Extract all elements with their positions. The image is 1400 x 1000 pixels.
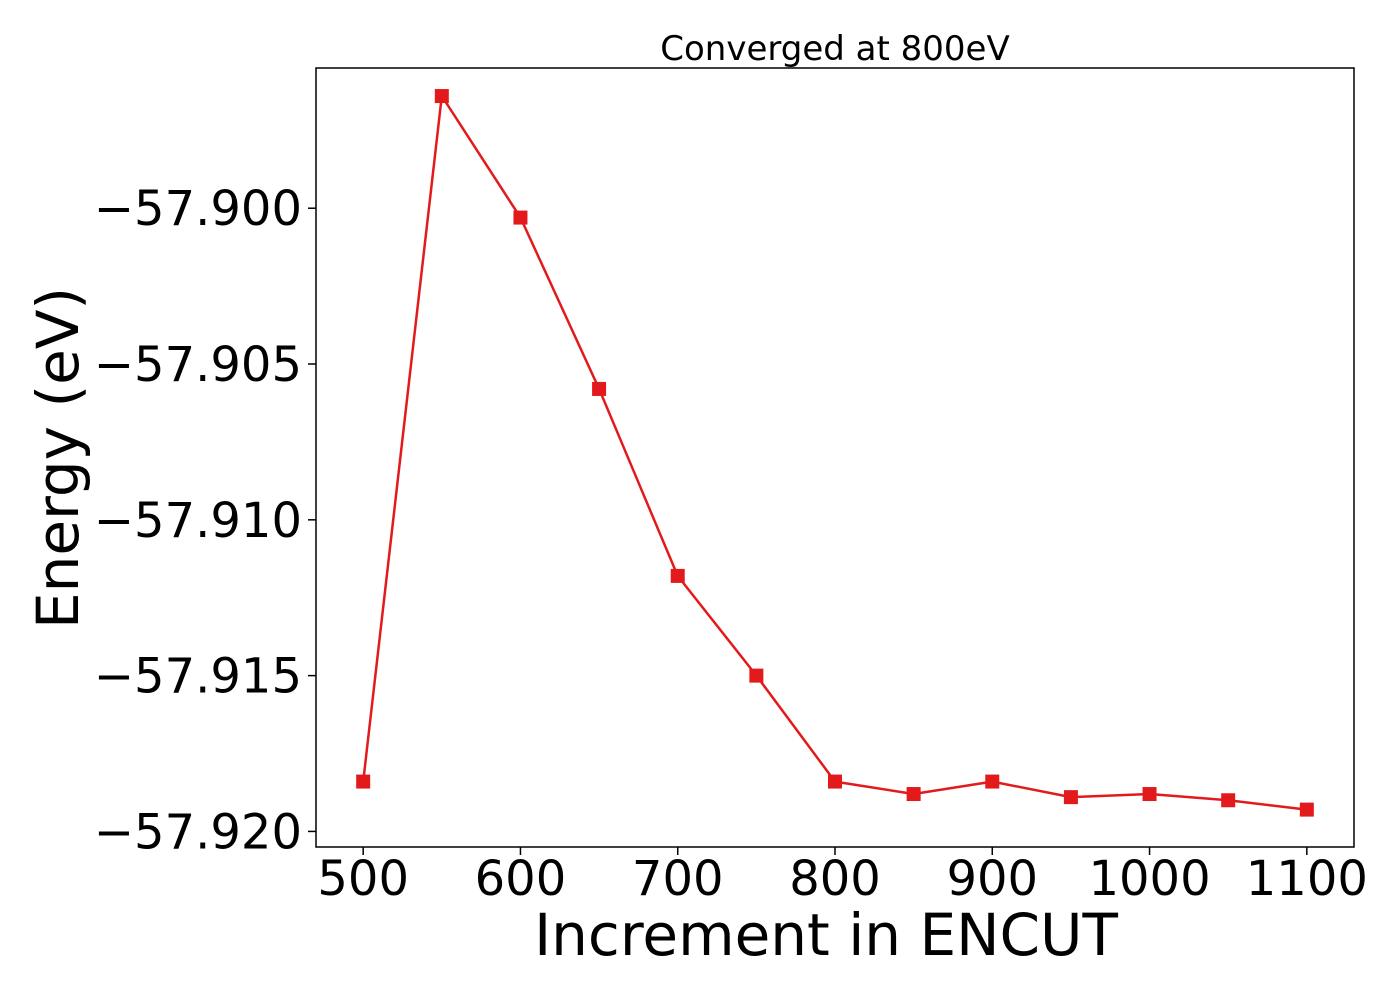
data-point [356,774,371,789]
x-axis-label: Increment in ENCUT [534,901,1118,969]
y-tick-label: −57.910 [94,493,302,549]
x-tick-label: 600 [475,851,567,907]
y-tick-label: −57.900 [94,181,302,237]
data-point [513,210,528,225]
x-tick-label: 700 [632,851,724,907]
plot-area [315,67,1355,848]
data-point [1221,793,1236,808]
y-tick-label: −57.905 [94,337,302,393]
data-point [1142,787,1157,802]
data-point [670,568,685,583]
chart-title: Converged at 800eV [660,29,1009,69]
y-tick-label: −57.920 [94,804,302,860]
data-point [434,89,449,104]
x-tick-label: 1100 [1246,851,1368,907]
data-point [828,774,842,789]
y-axis-label: Energy (eV) [24,287,92,629]
data-point [1063,790,1078,805]
data-point [1299,802,1314,817]
x-tick-label: 1000 [1088,851,1210,907]
x-tick-label: 500 [317,851,409,907]
x-tick-label: 800 [789,851,881,907]
data-point [592,381,607,396]
x-axis-ticks: 500 600 700 800 900 1000 1100 [317,847,1368,907]
series-group [356,89,1314,817]
y-axis-ticks: −57.900 −57.905 −57.910 −57.915 −57.920 [94,181,316,860]
x-tick-label: 900 [946,851,1038,907]
data-point [985,774,1000,789]
data-point [906,787,921,802]
data-point [749,668,764,683]
y-tick-label: −57.915 [94,649,302,705]
